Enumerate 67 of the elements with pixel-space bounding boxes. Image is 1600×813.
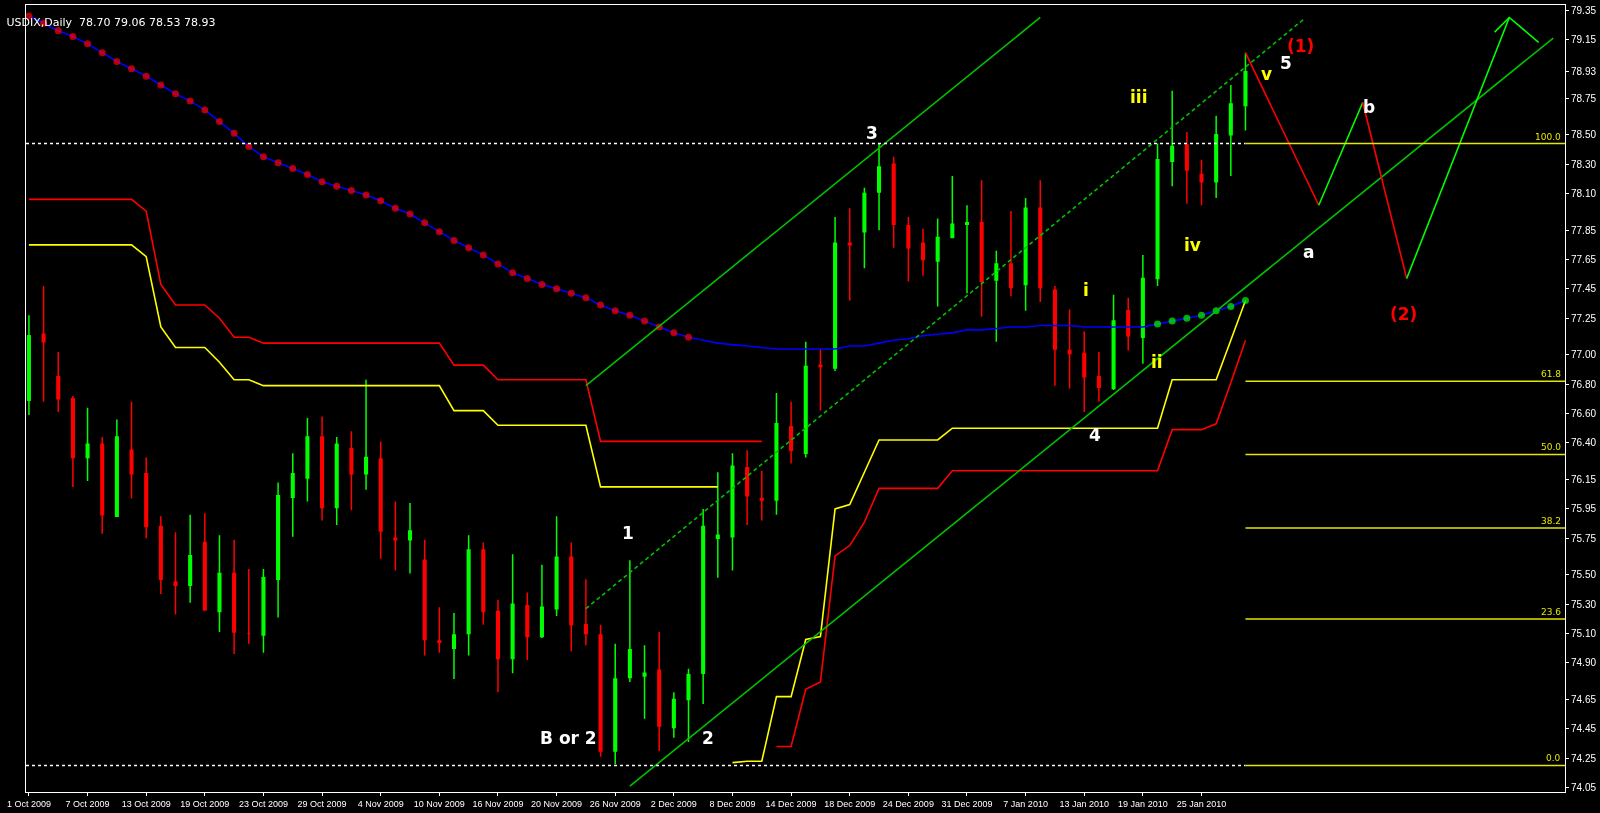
y-tick-label: 76.80 [1571, 378, 1597, 390]
y-tick-label: 74.25 [1571, 752, 1597, 764]
y-tick-label: 75.10 [1571, 628, 1597, 640]
annotation: (2) [1390, 304, 1418, 324]
annotation: 38.2 [1541, 516, 1562, 526]
y-tick-label: 78.30 [1571, 158, 1597, 170]
y-tick-label: 76.15 [1571, 474, 1597, 486]
y-tick-label: 79.35 [1571, 4, 1597, 16]
annotation: v [1261, 64, 1273, 84]
x-tick-label: 25 Jan 2010 [1176, 798, 1227, 809]
y-tick-label: 77.65 [1571, 254, 1597, 266]
y-tick-label: 75.50 [1571, 569, 1597, 581]
annotation: 1 [622, 523, 634, 543]
x-tick-label: 7 Jan 2010 [1003, 798, 1048, 809]
annotation: iii [1130, 87, 1148, 107]
annotation: iv [1184, 235, 1201, 255]
y-tick-label: 75.95 [1571, 503, 1597, 515]
y-tick-label: 75.30 [1571, 598, 1597, 610]
x-tick-label: 1 Oct 2009 [6, 798, 51, 809]
x-tick-label: 16 Nov 2009 [472, 798, 524, 809]
x-tick-label: 2 Dec 2009 [650, 798, 697, 809]
x-tick-label: 31 Dec 2009 [941, 798, 993, 809]
x-tick-label: 19 Oct 2009 [180, 798, 230, 809]
annotation: B or 2 [540, 728, 597, 748]
x-tick-label: 8 Dec 2009 [709, 798, 756, 809]
x-tick-label: 18 Dec 2009 [824, 798, 876, 809]
y-tick-label: 74.45 [1571, 723, 1597, 735]
x-tick-label: 23 Oct 2009 [238, 798, 288, 809]
x-tick-label: 26 Nov 2009 [589, 798, 641, 809]
x-tick-label: 10 Nov 2009 [413, 798, 465, 809]
x-tick-label: 24 Dec 2009 [882, 798, 934, 809]
y-tick-label: 79.15 [1571, 33, 1597, 45]
y-tick-label: 77.45 [1571, 283, 1597, 295]
annotation: 2 [702, 728, 714, 748]
y-tick-label: 74.65 [1571, 694, 1597, 706]
x-tick-label: 13 Oct 2009 [121, 798, 171, 809]
y-tick-label: 77.00 [1571, 349, 1597, 361]
y-tick-label: 78.10 [1571, 188, 1597, 199]
annotation: 100.0 [1535, 132, 1562, 142]
annotation: 61.8 [1541, 369, 1562, 379]
annotation: (1) [1287, 36, 1315, 56]
x-tick-label: 13 Jan 2010 [1059, 798, 1110, 809]
y-tick-label: 77.85 [1571, 224, 1597, 236]
y-tick-label: 77.25 [1571, 312, 1597, 324]
x-tick-label: 20 Nov 2009 [531, 798, 583, 809]
annotation: 3 [866, 123, 878, 143]
annotation: 23.6 [1541, 607, 1562, 617]
y-tick-label: 75.75 [1571, 532, 1597, 544]
annotation: 5 [1280, 53, 1292, 73]
x-tick-label: 4 Nov 2009 [357, 798, 404, 809]
y-tick-label: 76.60 [1571, 408, 1597, 420]
x-tick-label: 14 Dec 2009 [765, 798, 817, 809]
x-tick-label: 29 Oct 2009 [297, 798, 347, 809]
y-tick-label: 76.40 [1571, 437, 1597, 449]
y-tick-label: 74.90 [1571, 657, 1597, 669]
annotation: 0.0 [1546, 753, 1561, 763]
annotation: 4 [1089, 425, 1101, 445]
x-tick-label: 19 Jan 2010 [1118, 798, 1168, 809]
y-tick-label: 78.75 [1571, 92, 1597, 104]
y-tick-label: 78.50 [1571, 129, 1597, 141]
annotation: b [1363, 97, 1376, 117]
annotation: 50.0 [1541, 442, 1562, 452]
annotation: a [1303, 242, 1315, 262]
y-tick-label: 78.93 [1571, 66, 1597, 78]
x-tick-label: 7 Oct 2009 [65, 798, 110, 809]
y-tick-label: 74.05 [1571, 782, 1597, 794]
annotation: i [1083, 280, 1089, 300]
